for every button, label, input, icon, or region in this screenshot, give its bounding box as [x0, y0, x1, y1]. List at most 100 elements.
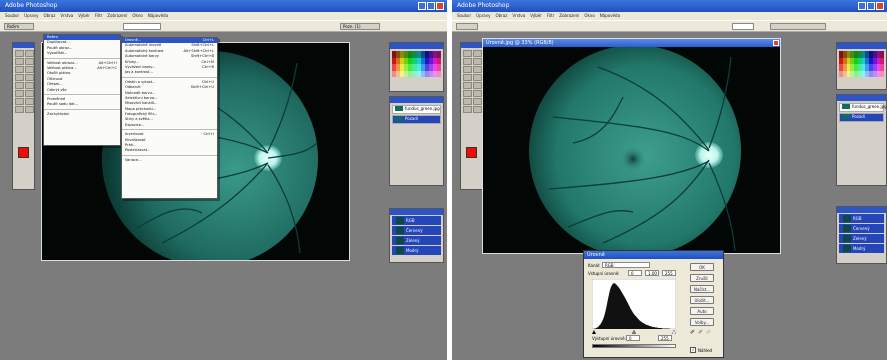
menu-okno[interactable]: Okno — [132, 13, 143, 18]
color-swatch[interactable] — [861, 64, 866, 71]
color-swatch[interactable] — [842, 70, 847, 77]
color-swatch[interactable] — [404, 51, 409, 58]
color-swatch[interactable] — [872, 70, 877, 77]
tool-button[interactable] — [15, 66, 24, 73]
menu-úpravy[interactable]: Úpravy — [476, 13, 491, 18]
panel-titlebar[interactable] — [837, 95, 886, 101]
color-swatch[interactable] — [432, 51, 437, 58]
color-swatch[interactable] — [420, 70, 425, 77]
menu-item[interactable]: Křivky... Ctrl+M — [122, 60, 217, 65]
menu-item[interactable]: Velikost plátna... Alt+Ctrl+C — [44, 66, 120, 71]
color-swatch[interactable] — [420, 64, 425, 71]
tool-button[interactable] — [15, 82, 24, 89]
black-point-slider[interactable] — [592, 330, 596, 334]
color-swatch[interactable] — [424, 70, 429, 77]
dialog-button-2[interactable]: Načíst... — [690, 285, 714, 293]
color-swatch[interactable] — [854, 51, 858, 58]
menu-okno[interactable]: Okno — [584, 13, 595, 18]
menu-obraz[interactable]: Obraz — [495, 13, 508, 18]
color-swatch[interactable] — [416, 64, 421, 71]
menu-item[interactable]: Práh... — [122, 143, 217, 148]
tool-button[interactable] — [473, 98, 482, 105]
color-swatch[interactable] — [432, 57, 437, 64]
white-point-slider[interactable] — [671, 329, 676, 334]
maximize-button[interactable] — [427, 2, 435, 10]
tool-button[interactable] — [473, 58, 482, 65]
color-swatch[interactable] — [400, 51, 405, 58]
layer-row[interactable]: Pozadí — [392, 115, 441, 124]
layer-row[interactable]: fundus_green.jpg — [392, 105, 441, 114]
color-swatch[interactable] — [428, 51, 433, 58]
color-swatch[interactable] — [396, 57, 401, 64]
channel-row[interactable]: RGB — [839, 214, 884, 223]
layer-row[interactable]: fundus_green.jpg — [839, 103, 886, 112]
color-swatch[interactable] — [880, 64, 884, 71]
tool-button[interactable] — [15, 50, 24, 57]
menu-obraz[interactable]: Obraz — [43, 13, 56, 18]
color-swatch[interactable] — [865, 64, 869, 71]
color-swatch[interactable] — [876, 70, 881, 77]
menu-item[interactable]: Vyvážení barev... Ctrl+B — [122, 65, 217, 70]
menu-zobrazení[interactable]: Zobrazení — [559, 13, 580, 18]
black-eyedropper-icon[interactable]: ✐ — [690, 329, 696, 336]
foreground-color-swatch[interactable] — [466, 147, 477, 158]
color-swatch[interactable] — [408, 64, 413, 71]
menu-vrstva[interactable]: Vrstva — [60, 13, 74, 18]
color-swatch[interactable] — [861, 57, 866, 64]
input-level-black[interactable]: 0 — [628, 270, 642, 276]
color-swatch[interactable] — [880, 57, 884, 64]
preview-option[interactable]: ✓ Náhled — [690, 347, 712, 353]
menu-vrstva[interactable]: Vrstva — [512, 13, 526, 18]
preview-checkbox[interactable]: ✓ — [690, 347, 696, 353]
menu-item[interactable]: Expozice... — [122, 123, 217, 128]
channel-row[interactable]: Červený — [392, 226, 441, 235]
color-swatch[interactable] — [839, 51, 843, 58]
color-swatch[interactable] — [428, 70, 433, 77]
tool-button[interactable] — [463, 58, 472, 65]
color-swatch[interactable] — [404, 57, 409, 64]
tool-button[interactable] — [473, 106, 482, 113]
options-tool-preset[interactable] — [456, 23, 478, 30]
color-swatch[interactable] — [857, 70, 862, 77]
color-swatch[interactable] — [869, 70, 873, 77]
color-swatch[interactable] — [857, 57, 862, 64]
menu-výběr[interactable]: Výběr — [530, 13, 542, 18]
color-swatch[interactable] — [865, 57, 869, 64]
output-level-black[interactable]: 0 — [626, 335, 640, 341]
color-swatch[interactable] — [424, 57, 429, 64]
tool-button[interactable] — [25, 50, 34, 57]
color-swatch[interactable] — [854, 70, 858, 77]
options-mode-dropdown[interactable]: Režim — [4, 23, 34, 30]
tool-button[interactable] — [463, 106, 472, 113]
tool-button[interactable] — [463, 74, 472, 81]
menu-item[interactable]: Automatický kontrast Alt+Shift+Ctrl+L — [122, 49, 217, 54]
channel-row[interactable]: Modrý — [392, 246, 441, 255]
color-swatch[interactable] — [854, 57, 858, 64]
dialog-button-0[interactable]: OK — [690, 263, 714, 271]
menu-soubor[interactable]: Soubor — [5, 13, 20, 18]
tool-button[interactable] — [25, 90, 34, 97]
menu-item[interactable]: Vypočítat... — [44, 51, 120, 56]
color-swatch[interactable] — [436, 64, 441, 71]
panel-titlebar[interactable] — [390, 209, 443, 215]
color-swatch[interactable] — [424, 64, 429, 71]
menu-item[interactable]: Použít sadu dat... — [44, 102, 120, 107]
color-swatch[interactable] — [408, 51, 413, 58]
color-swatch[interactable] — [436, 70, 441, 77]
color-swatch[interactable] — [392, 57, 397, 64]
color-swatch[interactable] — [869, 57, 873, 64]
channel-row[interactable]: Zelený — [392, 236, 441, 245]
color-swatch[interactable] — [436, 51, 441, 58]
panel-titlebar[interactable] — [390, 43, 443, 49]
menu-item[interactable]: Použít obraz... — [44, 46, 120, 51]
tool-button[interactable] — [463, 98, 472, 105]
tool-button[interactable] — [473, 50, 482, 57]
menu-item[interactable]: Ekvalizovat — [122, 138, 217, 143]
menu-item[interactable]: Proměnné — [44, 97, 120, 102]
menu-item[interactable]: Mapa přechodu... — [122, 107, 217, 112]
color-swatch[interactable] — [872, 57, 877, 64]
menu-filtr[interactable]: Filtr — [94, 13, 103, 18]
color-swatch[interactable] — [432, 70, 437, 77]
menu-soubor[interactable]: Soubor — [457, 13, 472, 18]
color-swatch[interactable] — [408, 57, 413, 64]
